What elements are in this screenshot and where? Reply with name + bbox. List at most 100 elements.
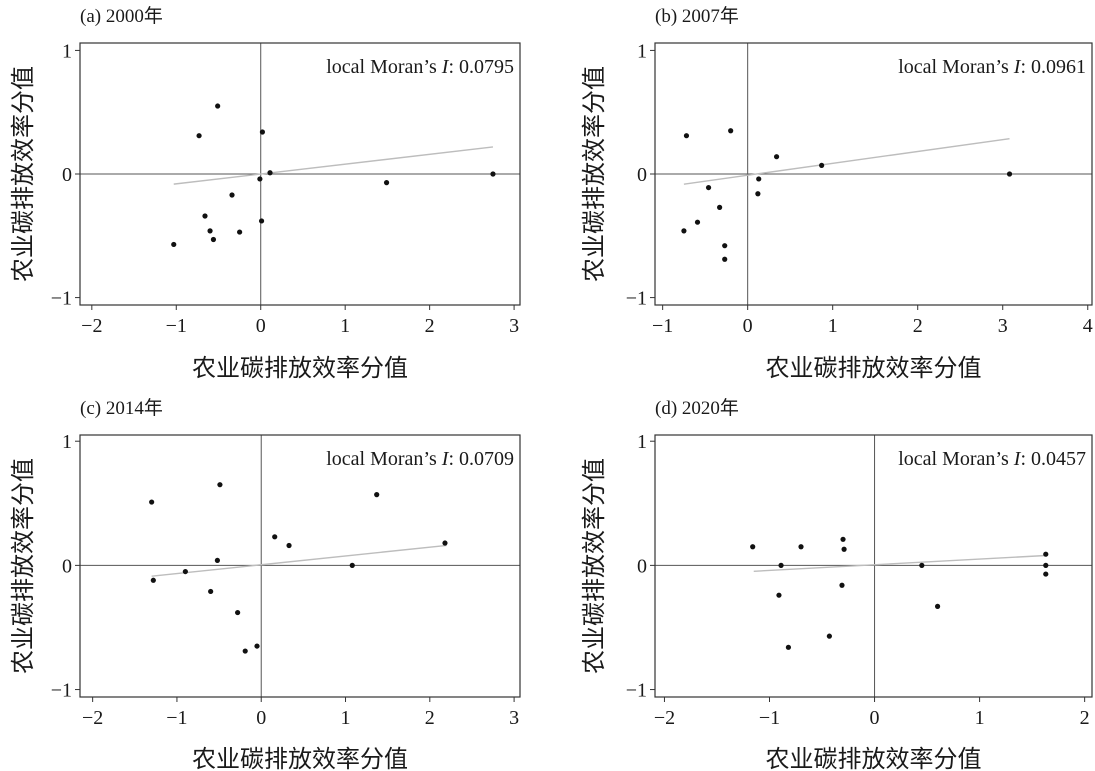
x-tick-label: −1 <box>166 707 187 729</box>
x-tick-label: −2 <box>81 315 102 337</box>
y-tick-label: 1 <box>637 40 647 62</box>
annotation-value: : 0.0709 <box>448 448 514 470</box>
scatter-point <box>840 536 846 542</box>
annotation-italic-i: I <box>441 56 450 78</box>
x-tick-label: 1 <box>340 315 350 337</box>
scatter-point <box>683 133 690 139</box>
scatter-point <box>839 582 845 588</box>
y-axis-label: 农业碳排放效率分值 <box>581 66 608 282</box>
scatter-point <box>694 219 701 225</box>
annotation-prefix: local Moran’s <box>898 56 1014 78</box>
x-axis-label: 农业碳排放效率分值 <box>766 746 982 771</box>
scatter-point <box>722 256 728 262</box>
y-tick-label: 1 <box>62 40 72 62</box>
x-tick-label: 3 <box>998 315 1008 337</box>
annotation-prefix: local Moran’s <box>326 448 442 470</box>
x-axis-label: 农业碳排放效率分值 <box>192 746 408 771</box>
annotation-italic-i: I <box>441 448 450 470</box>
scatter-point <box>149 499 155 505</box>
scatter-point <box>171 241 177 248</box>
x-tick-label: −2 <box>654 707 675 729</box>
x-tick-label: −2 <box>82 707 103 729</box>
scatter-point <box>1043 551 1049 557</box>
scatter-point <box>150 577 156 583</box>
scatter-point <box>1043 562 1049 568</box>
scatter-point <box>776 592 782 598</box>
scatter-point <box>442 540 448 546</box>
x-tick-label: 0 <box>256 707 266 729</box>
scatter-point <box>235 609 241 616</box>
panel-title: (d) 2020年 <box>655 397 739 419</box>
x-tick-label: 2 <box>425 707 435 729</box>
scatter-point <box>383 180 390 186</box>
moran-annotation: local Moran’s I: 0.0457 <box>898 448 1086 470</box>
scatter-point <box>490 171 496 177</box>
y-tick-label: 0 <box>637 164 647 186</box>
y-axis-label: 农业碳排放效率分值 <box>10 66 37 282</box>
panel-title: (a) 2000年 <box>80 5 163 27</box>
scatter-point <box>196 133 202 139</box>
scatter-point <box>705 184 712 191</box>
scatter-point <box>773 154 780 160</box>
trend-line <box>173 146 494 185</box>
scatter-point <box>258 218 265 224</box>
scatter-point <box>750 544 756 550</box>
trend-line <box>683 137 1010 185</box>
scatter-point <box>717 204 723 210</box>
annotation-italic-i: I <box>1013 448 1022 470</box>
scatter-point <box>756 176 762 182</box>
scatter-point <box>349 562 355 568</box>
scatter-point <box>798 544 804 550</box>
scatter-point <box>242 648 248 654</box>
moran-annotation: local Moran’s I: 0.0709 <box>326 448 514 470</box>
panel-title: (b) 2007年 <box>655 5 739 27</box>
scatter-point <box>257 176 263 182</box>
y-tick-label: 0 <box>637 555 647 577</box>
moran-annotation: local Moran’s I: 0.0961 <box>898 56 1086 78</box>
plot-frame <box>654 434 1093 698</box>
x-tick-label: 2 <box>1080 707 1090 729</box>
scatter-point <box>217 482 223 488</box>
scatter-point <box>778 562 784 568</box>
y-axis-label: 农业碳排放效率分值 <box>10 458 37 674</box>
y-tick-label: 0 <box>62 164 72 186</box>
x-tick-label: 0 <box>870 707 880 729</box>
scatter-point <box>1043 571 1049 577</box>
scatter-point <box>826 633 832 639</box>
x-tick-label: 4 <box>1083 315 1093 337</box>
scatter-point <box>215 103 221 109</box>
y-tick-label: −1 <box>51 288 72 310</box>
x-tick-label: −1 <box>166 315 187 337</box>
scatter-point <box>681 228 687 234</box>
x-tick-label: 3 <box>509 707 519 729</box>
scatter-point <box>755 191 761 197</box>
scatter-point <box>272 534 278 540</box>
y-tick-label: −1 <box>626 288 647 310</box>
scatter-point <box>286 542 292 549</box>
scatter-point <box>202 213 208 219</box>
scatter-point <box>182 568 188 575</box>
x-tick-label: 1 <box>975 707 985 729</box>
scatter-point <box>208 588 214 595</box>
annotation-prefix: local Moran’s <box>326 56 442 78</box>
scatter-point <box>728 128 734 134</box>
y-tick-label: 0 <box>62 555 72 577</box>
scatter-point <box>919 562 925 568</box>
scatter-point <box>229 192 235 198</box>
annotation-value: : 0.0795 <box>448 56 514 78</box>
moran-annotation: local Moran’s I: 0.0795 <box>326 56 514 78</box>
scatter-point <box>841 546 847 552</box>
x-tick-label: 1 <box>341 707 351 729</box>
scatter-point <box>722 243 728 249</box>
scatter-point <box>259 129 266 135</box>
y-tick-label: 1 <box>637 431 647 453</box>
x-axis-label: 农业碳排放效率分值 <box>766 355 982 382</box>
annotation-italic-i: I <box>1013 56 1022 78</box>
x-tick-label: 0 <box>256 315 266 337</box>
annotation-value: : 0.0457 <box>1020 448 1086 470</box>
